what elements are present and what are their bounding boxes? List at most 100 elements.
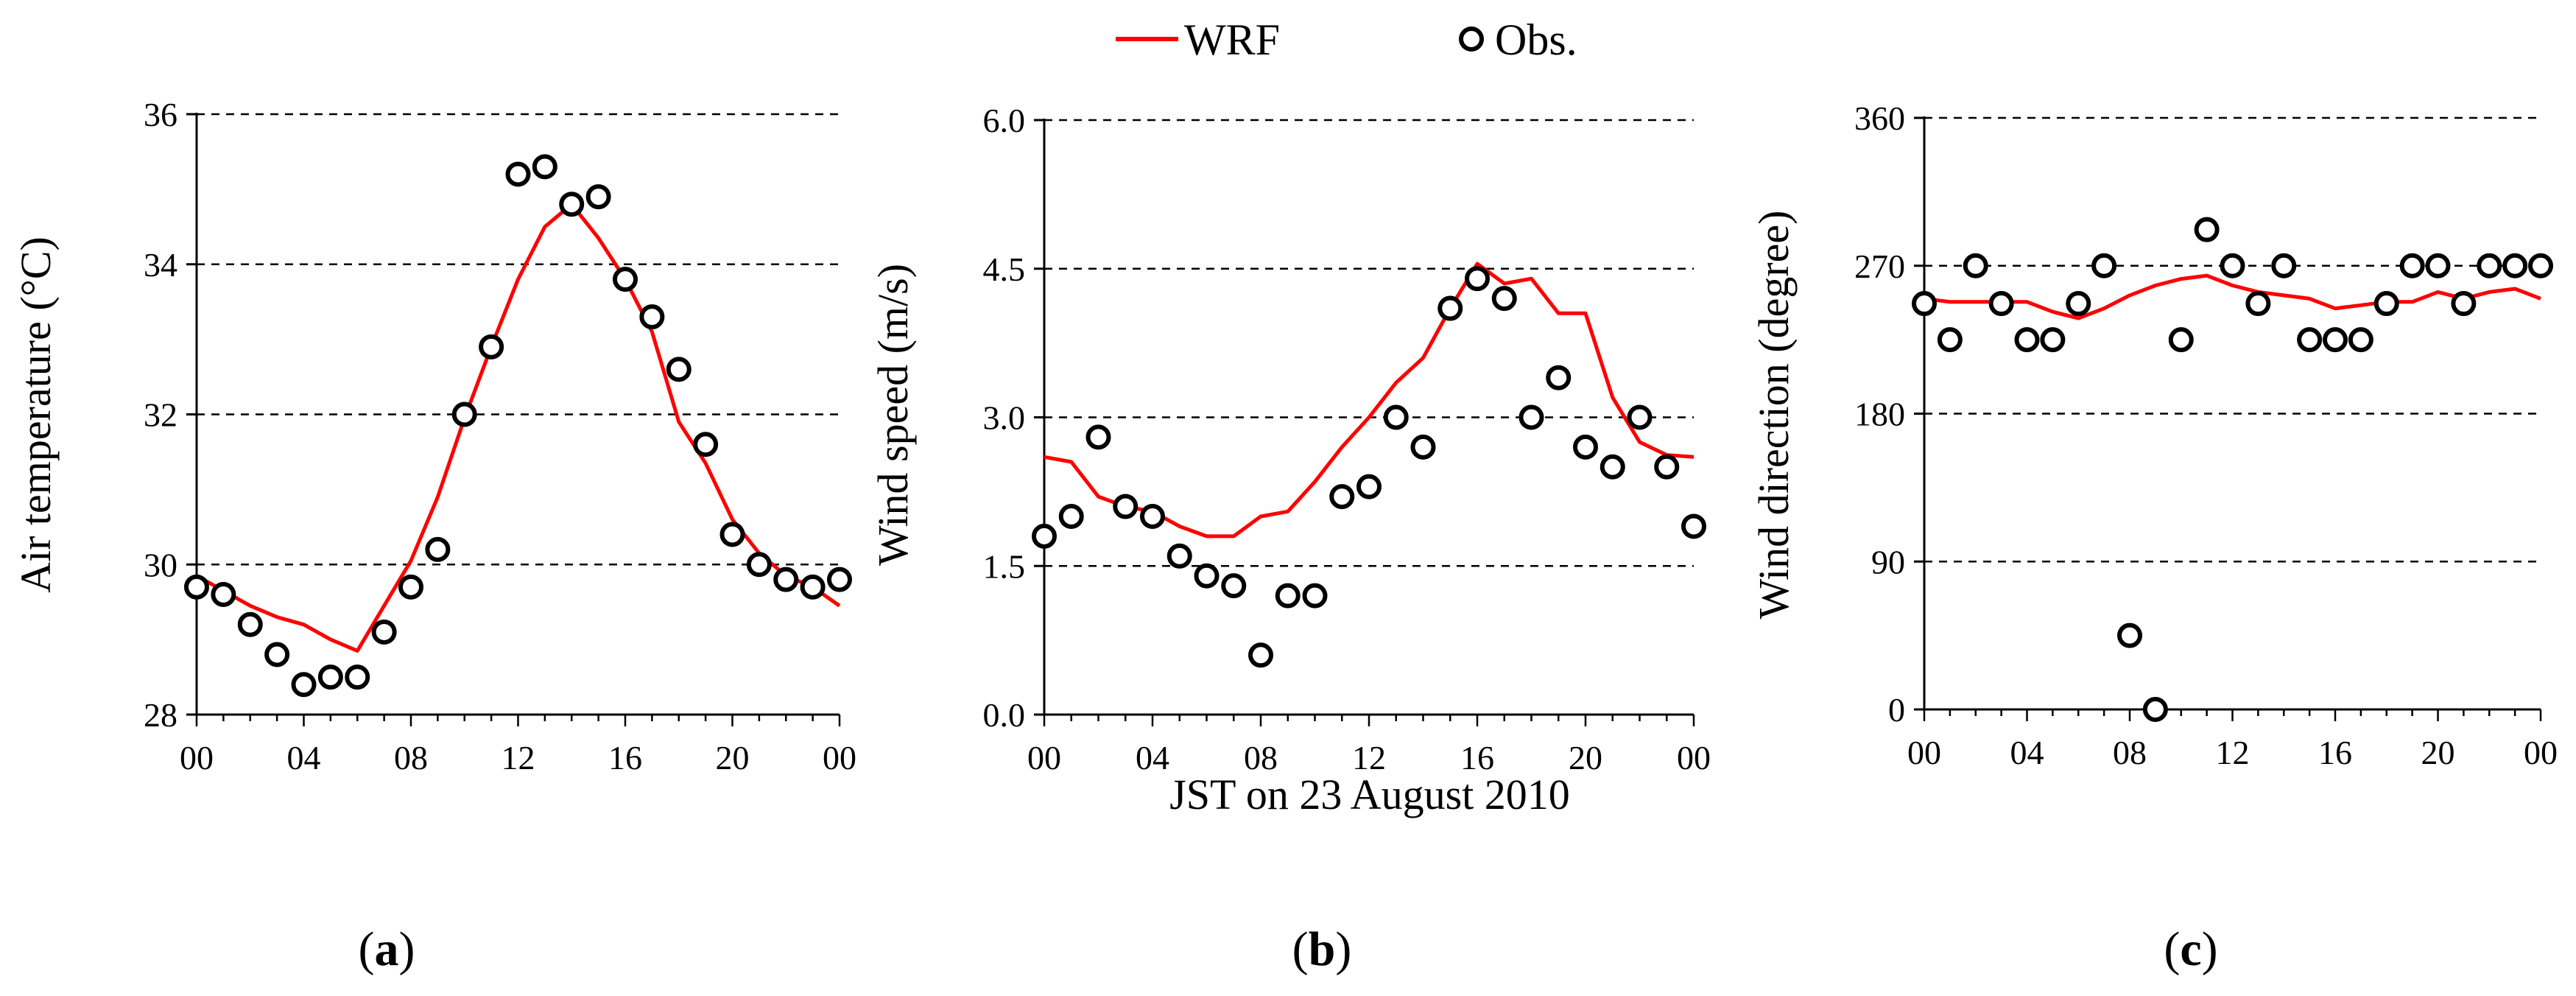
panel-a: 28 30 32 34 36 00 04 08 12 16 20 00 Air temperatur… (12, 96, 856, 776)
panel-a-obs-point-0 (184, 574, 209, 600)
panel-b-obs-point-9 (1275, 583, 1301, 609)
panel-c-ylabel: Wind direction (degree) (1750, 211, 1798, 620)
panel-a-xtick-label-5: 20 (716, 739, 750, 776)
panel-a-gridlines (197, 113, 840, 566)
panel-b-obs-point-19 (1546, 365, 1572, 390)
panel-b-axes (1034, 119, 1695, 726)
panel-b-obs-point-11 (1329, 484, 1355, 510)
panel-a-xtick-label-1: 04 (287, 739, 321, 776)
panel-b: 0.0 1.5 3.0 4.5 6.0 00 04 08 12 16 20 00 Wind spee… (869, 102, 1711, 776)
panel-a-wrf-line (195, 202, 841, 653)
panel-c-obs-point-18 (2373, 291, 2399, 317)
panel-c-obs-point-11 (2194, 217, 2220, 242)
panel-tag-a-letter: a (375, 922, 399, 976)
panel-b-obs-point-16 (1465, 266, 1490, 292)
panel-b-obs-point-5 (1166, 543, 1192, 569)
panel-tag-c: (c) (2164, 922, 2217, 976)
panel-tag-a-group: (a) (359, 922, 415, 976)
panel-c-obs-point-1 (1937, 327, 1963, 353)
panel-c: 0 90 180 270 360 00 04 08 12 16 20 00 Wind directi… (1750, 99, 2558, 771)
panel-b-obs-point-4 (1140, 504, 1165, 529)
panel-a-obs-point-17 (639, 304, 665, 330)
panel-c-obs-point-23 (2502, 253, 2528, 278)
panel-c-obs-point-17 (2348, 327, 2373, 353)
panel-a-ytick-labels: 28 30 32 34 36 (144, 96, 177, 734)
panel-a-obs-point-8 (398, 574, 423, 600)
panel-c-ytick-label-4: 360 (1854, 99, 1905, 137)
panel-c-axes (1914, 116, 2542, 721)
panel-a-ylabel: Air temperature (°C) (12, 236, 60, 593)
panel-b-ylabel: Wind speed (m/s) (869, 264, 917, 566)
panel-c-xtick-labels: 00 04 08 12 16 20 00 (1907, 734, 2558, 771)
panel-c-ytick-label-1: 90 (1871, 543, 1905, 581)
panel-c-obs-point-16 (2323, 327, 2348, 353)
panel-c-ytick-label-2: 180 (1854, 396, 1905, 433)
panel-b-obs-point-23 (1654, 454, 1680, 480)
panel-a-xtick-label-6: 00 (823, 739, 856, 776)
panel-b-xtick-label-2: 08 (1244, 739, 1278, 776)
panel-c-obs-point-22 (2477, 253, 2502, 278)
panel-a-ytick-label-0: 28 (144, 696, 177, 734)
panel-a-obs-point-14 (559, 192, 585, 217)
panel-c-obs-point-14 (2271, 253, 2297, 278)
panel-b-xtick-label-1: 04 (1136, 739, 1169, 776)
panel-b-obs-point-7 (1221, 573, 1247, 599)
panel-c-obs-point-19 (2399, 253, 2425, 278)
panel-a-obs-point-18 (666, 357, 691, 382)
panel-a-ytick-label-2: 32 (144, 396, 177, 434)
panel-c-obs-point-7 (2091, 253, 2117, 278)
panel-c-ytick-label-3: 270 (1854, 248, 1905, 285)
legend-obs-label: Obs. (1495, 15, 1577, 64)
panel-a-axes (186, 113, 841, 726)
panel-b-obs-point-21 (1600, 454, 1625, 480)
panel-a-obs-point-9 (425, 536, 451, 562)
panel-b-xtick-label-4: 16 (1460, 739, 1494, 776)
panel-c-obs-point-21 (2451, 291, 2477, 317)
panel-a-xtick-label-3: 12 (502, 739, 535, 776)
panel-a-obs-point-24 (827, 567, 852, 592)
panel-c-xtick-label-3: 12 (2216, 734, 2250, 771)
panel-a-obs-point-12 (505, 161, 531, 187)
panel-c-xtick-label-5: 20 (2421, 734, 2455, 771)
panel-b-obs-point-12 (1356, 474, 1382, 499)
panel-c-xtick-label-2: 08 (2113, 734, 2147, 771)
panel-a-obs-point-7 (371, 619, 397, 645)
panel-tag-b: (b) (1292, 922, 1352, 976)
panel-b-obs-point-18 (1518, 404, 1544, 430)
panel-a-obs-point-15 (585, 184, 611, 210)
panel-c-xtick-label-4: 16 (2318, 734, 2352, 771)
panel-a-obs-point-10 (451, 401, 477, 427)
panel-c-obs-point-10 (2168, 327, 2194, 353)
panel-b-obs-point-10 (1302, 583, 1328, 609)
panel-c-obs-point-12 (2220, 253, 2245, 278)
panel-b-ytick-label-1: 1.5 (983, 547, 1026, 585)
legend-obs-marker (1459, 27, 1484, 52)
panel-tag-a: (a) (359, 922, 415, 976)
panel-a-obs-point-16 (613, 267, 638, 292)
panel-a-xtick-labels: 00 04 08 12 16 20 00 (180, 739, 856, 776)
panel-b-obs-point-8 (1248, 642, 1273, 668)
panel-c-xtick-label-0: 00 (1907, 734, 1941, 771)
panel-b-xtick-label-0: 00 (1027, 739, 1061, 776)
panel-c-obs-point-9 (2142, 697, 2168, 722)
panel-c-obs-point-2 (1963, 253, 1988, 278)
shared-xlabel: JST on 23 August 2010 (1169, 771, 1570, 818)
legend: WRF Obs. (1116, 15, 1577, 64)
panel-a-xtick-label-4: 16 (608, 739, 642, 776)
panel-a-series (184, 154, 852, 698)
panel-a-obs-point-4 (291, 672, 317, 698)
panel-tag-c-group: (c) (2164, 922, 2217, 976)
panel-a-obs-point-13 (532, 154, 557, 180)
panel-b-obs-point-13 (1383, 404, 1409, 430)
panel-c-obs-point-13 (2245, 291, 2271, 317)
panel-b-ytick-label-2: 3.0 (983, 399, 1026, 437)
panel-b-xtick-label-5: 20 (1569, 739, 1602, 776)
panel-c-obs-point-3 (1988, 291, 2014, 317)
legend-wrf-label: WRF (1184, 15, 1280, 64)
panel-c-ytick-label-0: 0 (1888, 691, 1905, 729)
panel-b-obs-point-0 (1032, 523, 1057, 549)
panel-a-ytick-label-1: 30 (144, 546, 177, 583)
panel-b-obs-point-3 (1113, 494, 1139, 519)
panel-b-obs-point-1 (1058, 504, 1084, 529)
